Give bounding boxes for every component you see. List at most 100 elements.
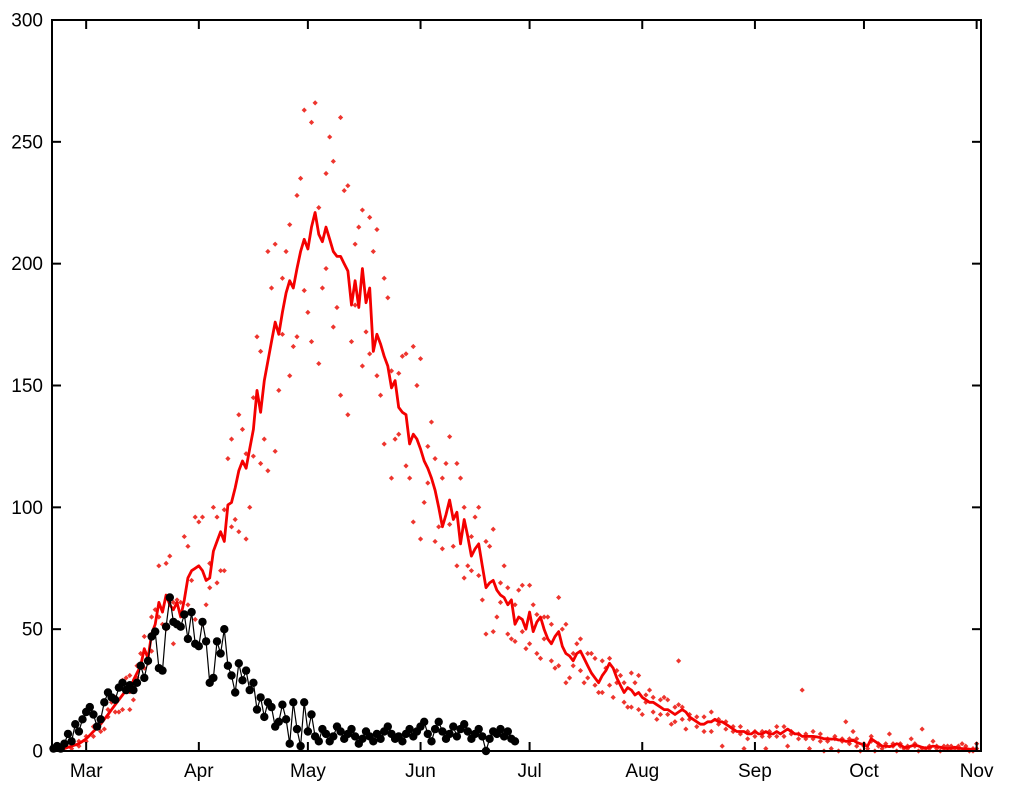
- scatter-diamond-marker: [512, 602, 518, 608]
- observed-dot-marker: [478, 732, 487, 741]
- scatter-diamond-marker: [676, 702, 682, 708]
- scatter-diamond-marker: [548, 621, 554, 627]
- scatter-diamond-marker: [465, 563, 471, 569]
- observed-dot-marker: [350, 732, 360, 741]
- scatter-diamond-marker: [388, 475, 395, 481]
- scatter-diamond-marker: [806, 745, 813, 752]
- observed-dot-marker: [296, 741, 305, 751]
- observed-dot-marker: [321, 729, 331, 739]
- scatter-diamond-marker: [865, 745, 871, 752]
- scatter-diamond-marker: [308, 119, 315, 125]
- observed-dot-marker: [434, 717, 443, 726]
- scatter-diamond-marker: [461, 504, 467, 510]
- scatter-diamond-marker: [421, 499, 427, 506]
- observed-dot-marker: [241, 666, 251, 675]
- observed-dot-marker: [111, 695, 120, 704]
- scatter-diamond-marker: [374, 226, 380, 233]
- scatter-diamond-marker: [843, 719, 849, 725]
- scatter-diamond-marker: [501, 563, 507, 569]
- scatter-diamond-marker: [399, 353, 405, 359]
- observed-dot-marker: [176, 622, 185, 631]
- scatter-diamond-marker: [279, 275, 286, 281]
- scatter-diamond-marker: [298, 175, 304, 181]
- scatter-diamond-marker: [367, 351, 373, 357]
- scatter-diamond-marker: [454, 563, 460, 569]
- scatter-diamond-marker: [530, 602, 536, 608]
- scatter-diamond-marker: [381, 441, 387, 447]
- scatter-diamond-marker: [370, 248, 376, 255]
- scatter-diamond-marker: [526, 582, 533, 588]
- scatter-diamond-marker: [258, 348, 264, 354]
- scatter-diamond-marker: [374, 373, 380, 379]
- scatter-diamond-marker: [617, 672, 624, 679]
- y-tick-label: 0: [32, 742, 43, 763]
- scatter-diamond-marker: [356, 224, 362, 230]
- scatter-diamond-marker: [963, 743, 969, 749]
- y-tick-label: 300: [11, 11, 43, 32]
- scatter-diamond-marker: [403, 351, 409, 357]
- scatter-diamond-marker: [345, 183, 351, 189]
- scatter-diamond-marker: [628, 670, 634, 676]
- scatter-diamond-marker: [483, 631, 489, 637]
- scatter-diamond-marker: [636, 672, 642, 679]
- scatter-diamond-marker: [116, 709, 122, 715]
- observed-dot-marker: [256, 693, 265, 702]
- observed-dot-marker: [245, 685, 254, 695]
- scatter-diamond-marker: [225, 456, 231, 462]
- scatter-diamond-marker: [490, 526, 496, 532]
- scatter-diamond-marker: [432, 538, 438, 545]
- scatter-diamond-marker: [745, 728, 751, 735]
- scatter-diamond-marker: [563, 621, 569, 627]
- observed-dot-marker: [209, 673, 218, 683]
- observed-dot-marker: [274, 717, 283, 726]
- scatter-diamond-marker: [410, 519, 416, 525]
- scatter-diamond-marker: [83, 733, 89, 739]
- scatter-diamond-marker: [570, 650, 576, 657]
- scatter-diamond-marker: [425, 480, 431, 486]
- observed-dot-marker: [238, 676, 247, 685]
- scatter-diamond-marker: [457, 475, 464, 481]
- observed-dot-marker: [161, 622, 171, 631]
- scatter-diamond-marker: [276, 387, 282, 393]
- scatter-diamond-marker: [556, 594, 562, 601]
- scatter-diamond-marker: [396, 431, 402, 437]
- scatter-diamond-marker: [450, 543, 456, 549]
- scatter-diamond-marker: [417, 536, 424, 542]
- observed-dot-marker: [281, 715, 291, 724]
- scatter-diamond-marker: [694, 724, 700, 730]
- scatter-diamond-marker: [337, 114, 344, 121]
- observed-dot-marker: [503, 727, 512, 736]
- scatter-diamond-marker: [694, 714, 700, 720]
- observed-dot-marker: [445, 729, 454, 739]
- scatter-diamond-marker: [519, 629, 525, 635]
- scatter-diamond-marker: [417, 356, 424, 362]
- observed-dot-marker: [118, 678, 127, 687]
- scatter-diamond-marker: [683, 726, 689, 732]
- y-tick-label: 150: [11, 376, 43, 397]
- scatter-diamond-marker: [178, 599, 184, 605]
- observed-dot-marker: [496, 724, 505, 734]
- scatter-diamond-marker: [534, 611, 540, 618]
- scatter-diamond-marker: [428, 419, 435, 425]
- observed-dot-marker: [376, 734, 385, 743]
- scatter-diamond-marker: [479, 597, 485, 603]
- scatter-diamond-marker: [559, 626, 565, 632]
- observed-dot-marker: [285, 739, 294, 748]
- scatter-diamond-marker: [508, 636, 515, 642]
- scatter-diamond-marker: [221, 568, 227, 574]
- observed-dot-marker: [140, 673, 149, 683]
- observed-dot-marker: [405, 724, 414, 734]
- x-tick-label: Jul: [517, 761, 541, 782]
- scatter-diamond-marker: [941, 743, 947, 749]
- scatter-diamond-marker: [541, 636, 547, 642]
- scatter-diamond-marker: [272, 448, 278, 454]
- observed-dot-marker: [165, 593, 174, 602]
- scatter-diamond-marker: [723, 726, 729, 732]
- observed-dot-marker: [460, 720, 469, 729]
- scatter-diamond-marker: [323, 265, 329, 272]
- scatter-diamond-marker: [348, 339, 355, 345]
- scatter-diamond-marker: [439, 546, 445, 552]
- scatter-diamond-marker: [781, 733, 787, 739]
- scatter-diamond-marker: [468, 533, 475, 540]
- scatter-diamond-marker: [410, 343, 416, 350]
